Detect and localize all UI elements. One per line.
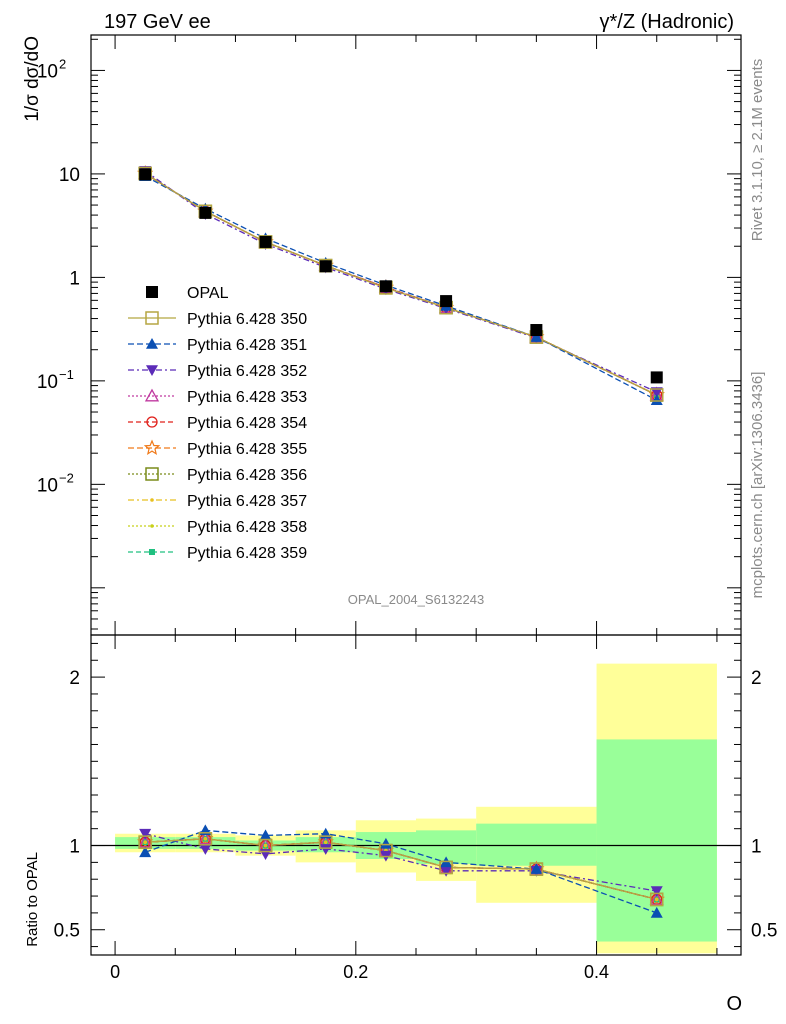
data-point <box>146 286 158 298</box>
series-markers <box>136 164 665 918</box>
mc-point <box>146 365 158 376</box>
process-label: γ*/Z (Hadronic) <box>600 11 734 33</box>
legend-label: Pythia 6.428 359 <box>187 545 307 562</box>
mc-point <box>379 837 392 849</box>
mc-point <box>654 897 659 902</box>
series-line <box>144 172 657 396</box>
mc-point <box>150 524 154 528</box>
x-tick-label: 0.2 <box>343 962 368 982</box>
mc-point <box>144 388 160 402</box>
y-tick-label-exponent: −1 <box>59 367 74 382</box>
mc-point <box>139 828 152 840</box>
ratio-y-tick-label-right: 1 <box>751 837 762 858</box>
legend-label: Pythia 6.428 355 <box>187 441 307 458</box>
y-tick-label: 10 <box>37 475 58 496</box>
legend-label: Pythia 6.428 354 <box>187 415 307 432</box>
mc-point <box>649 388 664 402</box>
mc-point <box>323 840 328 844</box>
rivet-label: Rivet 3.1.10, ≥ 2.1M events <box>749 59 766 242</box>
ratio-series-line <box>145 838 657 901</box>
ratio-series-line <box>144 829 657 914</box>
mc-point <box>650 394 663 406</box>
mc-point <box>139 846 152 858</box>
mc-point <box>440 865 453 877</box>
mc-point <box>263 843 268 848</box>
legend-label: Pythia 6.428 352 <box>187 363 307 380</box>
x-axis-title: O <box>726 993 742 1015</box>
x-tick-label: 0 <box>110 962 120 982</box>
mc-point <box>650 906 663 918</box>
mc-point <box>143 439 161 455</box>
data-point <box>139 168 152 181</box>
mc-point <box>143 840 147 844</box>
legend: OPAL Pythia 6.428 350 Pythia 6.428 351 Pyth… <box>128 285 307 562</box>
band-inner <box>476 823 597 866</box>
y-tick-label-exponent: 2 <box>59 56 66 71</box>
mc-point <box>198 832 213 846</box>
mcplots-label: mcplots.cern.ch [arXiv:1306.3436] <box>749 372 766 599</box>
axis-ticks <box>91 35 741 955</box>
y-tick-label: 10 <box>59 165 80 186</box>
ratio-series-line <box>145 833 657 892</box>
ratio-y-tick-label-right: 0.5 <box>751 921 777 942</box>
mc-point <box>649 892 664 905</box>
data-point <box>530 324 543 337</box>
data-point <box>379 280 392 293</box>
ratio-y-tick-label: 1 <box>69 837 80 858</box>
legend-label: Pythia 6.428 353 <box>187 389 307 406</box>
mc-point <box>198 831 213 845</box>
series-lines <box>144 170 658 914</box>
data-point <box>259 235 272 248</box>
legend-label: Pythia 6.428 358 <box>187 519 307 536</box>
y-tick-label: 10 <box>37 372 58 393</box>
legend-label: Pythia 6.428 351 <box>187 337 307 354</box>
mc-point <box>649 892 664 907</box>
mc-point <box>146 416 158 428</box>
mc-point <box>439 860 453 875</box>
mc-point <box>150 498 154 502</box>
mc-point <box>318 835 333 849</box>
mc-point <box>199 824 212 836</box>
legend-label: Pythia 6.428 357 <box>187 493 307 510</box>
ratio-y-tick-label: 0.5 <box>54 921 80 942</box>
mc-point <box>258 838 273 853</box>
mc-point <box>145 467 159 481</box>
mc-point <box>530 331 543 342</box>
mc-point <box>146 338 158 349</box>
mc-point <box>530 863 543 874</box>
data-point <box>319 260 332 273</box>
mc-point <box>199 844 212 855</box>
ratio-uncertainty-bands <box>115 663 717 954</box>
ratio-y-tick-label-right: 2 <box>751 668 762 689</box>
data-point <box>440 295 453 308</box>
data-point <box>199 206 212 219</box>
mc-point <box>138 835 152 849</box>
ratio-y-axis-title: Ratio to OPAL <box>24 852 41 947</box>
mc-point <box>259 829 272 841</box>
data-point <box>650 371 663 384</box>
mc-point <box>149 549 155 555</box>
legend-label: Pythia 6.428 356 <box>187 467 307 484</box>
mc-point <box>203 836 208 841</box>
mc-point <box>529 862 544 876</box>
series-line <box>144 170 657 393</box>
mc-point <box>319 844 332 855</box>
analysis-label: OPAL_2004_S6132243 <box>348 592 484 607</box>
mc-point <box>145 311 159 325</box>
energy-label: 197 GeV ee <box>104 11 211 33</box>
legend-label: OPAL <box>187 285 229 302</box>
x-tick-label: 0.4 <box>584 962 609 982</box>
y-tick-label-exponent: −2 <box>59 470 74 485</box>
legend-label: Pythia 6.428 350 <box>187 311 307 328</box>
main-y-axis-title: 1/σ dσ/dO <box>22 36 43 122</box>
y-tick-label: 1 <box>69 268 80 289</box>
mc-point <box>650 387 663 399</box>
mc-point <box>650 886 663 897</box>
y-tick-label: 10 <box>37 61 58 82</box>
ratio-y-tick-label: 2 <box>69 668 80 689</box>
mc-point <box>379 843 393 858</box>
